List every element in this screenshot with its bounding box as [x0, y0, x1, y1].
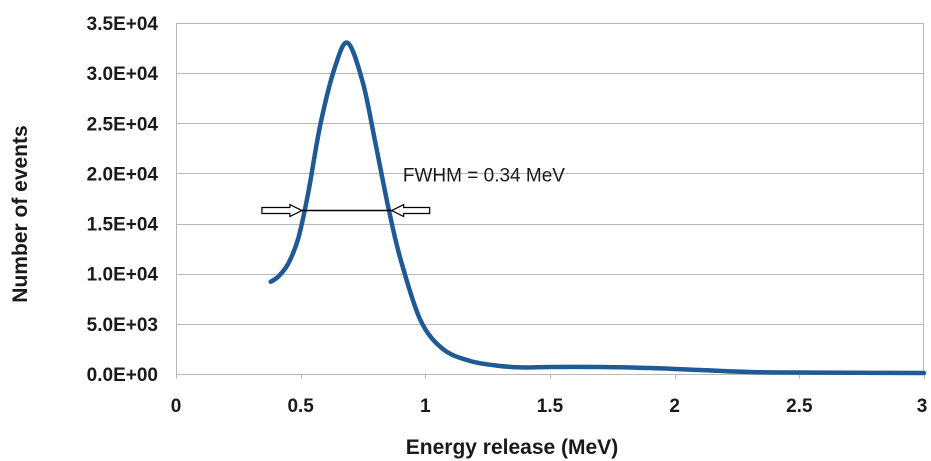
- y-tick-label: 5.0E+03: [87, 315, 158, 336]
- x-tick-label: 0.5: [287, 396, 314, 417]
- x-axis-title: Energy release (MeV): [406, 436, 618, 459]
- x-tick-label: 0: [171, 396, 182, 417]
- y-tick-label: 1.5E+04: [87, 215, 159, 236]
- x-tick-labels: 0 0.5 1 1.5 2 2.5 3: [171, 396, 928, 417]
- y-tick-label: 2.5E+04: [87, 114, 159, 135]
- x-tick-label: 1.5: [537, 396, 564, 417]
- y-tick-label: 3.0E+04: [87, 64, 159, 85]
- axis-titles: Energy release (MeV) Number of events: [9, 125, 618, 459]
- y-tick-label: 2.0E+04: [87, 164, 159, 185]
- y-tick-labels: 0.0E+00 5.0E+03 1.0E+04 1.5E+04 2.0E+04 2.5E+…: [87, 14, 159, 386]
- series-layer: [268, 40, 927, 376]
- y-tick-label: 1.0E+04: [87, 265, 159, 286]
- y-tick-label: 0.0E+00: [87, 365, 158, 386]
- grid-lines: [176, 23, 925, 379]
- series-line-0: [268, 40, 927, 376]
- annotation-layer: FWHM = 0.34 MeV: [261, 165, 565, 218]
- x-tick-label: 3: [917, 396, 928, 417]
- x-tick-label: 2: [669, 396, 680, 417]
- x-tick-label: 1: [420, 396, 431, 417]
- fwhm-left-arrow: [261, 203, 304, 218]
- fwhm-annotation: FWHM = 0.34 MeV: [403, 165, 565, 186]
- y-tick-label: 3.5E+04: [87, 14, 159, 35]
- x-tick-label: 2.5: [786, 396, 813, 417]
- fwhm-right-arrow: [390, 203, 431, 218]
- y-axis-title: Number of events: [9, 125, 32, 302]
